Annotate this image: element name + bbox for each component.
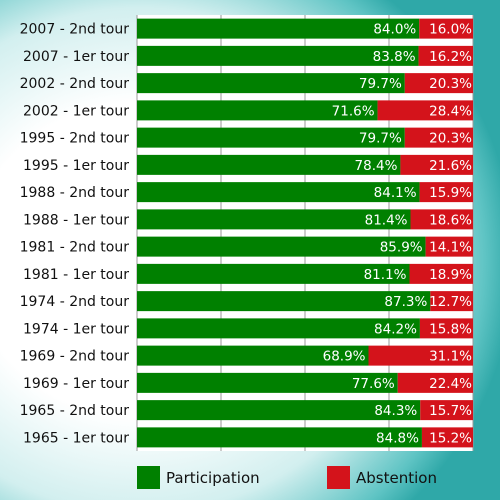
bar-participation	[137, 127, 405, 148]
category-label: 1988 - 2nd tour	[20, 185, 130, 201]
bar-abstention	[397, 372, 473, 393]
data-label-participation: 84.3%	[374, 403, 417, 419]
bar-participation	[137, 263, 410, 284]
bar-abstention	[425, 236, 473, 257]
data-label-participation: 84.8%	[376, 430, 419, 446]
data-label-abstention: 14.1%	[429, 240, 472, 256]
data-label-participation: 84.0%	[373, 22, 416, 38]
data-label-participation: 84.1%	[374, 185, 417, 201]
category-label: 1974 - 1er tour	[23, 321, 129, 337]
data-label-abstention: 22.4%	[429, 376, 472, 392]
bar-participation	[137, 400, 421, 421]
data-label-participation: 79.7%	[359, 131, 402, 147]
category-label: 1995 - 1er tour	[23, 158, 129, 174]
data-label-participation: 79.7%	[359, 76, 402, 92]
data-label-abstention: 15.7%	[429, 403, 472, 419]
category-label: 1988 - 1er tour	[23, 212, 129, 228]
data-label-participation: 81.4%	[365, 212, 408, 228]
bar-abstention	[409, 263, 473, 284]
legend-swatch-abstention	[327, 466, 350, 489]
data-label-participation: 81.1%	[364, 267, 407, 283]
bar-participation	[137, 154, 401, 175]
category-label: 2007 - 1er tour	[23, 49, 129, 65]
bar-abstention	[421, 427, 473, 448]
category-label: 2002 - 1er tour	[23, 103, 129, 119]
data-label-abstention: 18.9%	[429, 267, 472, 283]
bar-abstention	[419, 182, 473, 203]
bar-participation	[137, 73, 405, 94]
legend-label-participation: Participation	[166, 468, 260, 487]
data-label-abstention: 21.6%	[429, 158, 472, 174]
data-label-abstention: 15.8%	[429, 321, 472, 337]
data-label-abstention: 31.1%	[429, 349, 472, 365]
data-label-abstention: 15.2%	[429, 430, 472, 446]
bar-participation	[137, 236, 426, 257]
bar-participation	[137, 100, 378, 121]
legend-item-participation: Participation	[137, 466, 260, 489]
data-label-participation: 87.3%	[384, 294, 427, 310]
bar-abstention	[404, 73, 473, 94]
bar-participation	[137, 345, 369, 366]
data-label-abstention: 16.0%	[429, 22, 472, 38]
bar-abstention	[400, 154, 473, 175]
category-label: 1965 - 1er tour	[23, 430, 129, 446]
data-label-abstention: 20.3%	[429, 131, 472, 147]
bar-abstention	[368, 345, 473, 366]
category-label: 1969 - 2nd tour	[20, 349, 130, 365]
bar-abstention	[418, 45, 473, 66]
bar-participation	[137, 209, 411, 230]
category-label: 2007 - 2nd tour	[20, 22, 130, 38]
category-label: 1969 - 1er tour	[23, 376, 129, 392]
bar-participation	[137, 372, 398, 393]
data-label-abstention: 12.7%	[429, 294, 472, 310]
category-label: 1974 - 2nd tour	[20, 294, 130, 310]
data-label-participation: 78.4%	[355, 158, 398, 174]
data-label-abstention: 28.4%	[429, 103, 472, 119]
legend-label-abstention: Abstention	[356, 468, 437, 487]
data-label-abstention: 16.2%	[429, 49, 472, 65]
data-label-participation: 83.8%	[373, 49, 416, 65]
category-label: 1965 - 2nd tour	[20, 403, 130, 419]
bar-participation	[137, 182, 420, 203]
bar-participation	[137, 291, 431, 312]
bar-abstention	[419, 18, 473, 39]
bar-abstention	[430, 291, 473, 312]
data-label-participation: 77.6%	[352, 376, 395, 392]
chart-legend: Participation Abstention	[0, 466, 500, 494]
category-label: 2002 - 2nd tour	[20, 76, 130, 92]
legend-swatch-participation	[137, 466, 160, 489]
data-label-abstention: 15.9%	[429, 185, 472, 201]
category-label: 1981 - 2nd tour	[20, 240, 130, 256]
bar-abstention	[404, 127, 473, 148]
category-label: 1995 - 2nd tour	[20, 131, 130, 147]
bar-participation	[137, 318, 420, 339]
data-label-abstention: 18.6%	[429, 212, 472, 228]
bar-participation	[137, 427, 422, 448]
data-label-participation: 68.9%	[323, 349, 366, 365]
data-label-participation: 84.2%	[374, 321, 417, 337]
stacked-bar-chart: 2007 - 2nd tour 84.0% 16.0% 2007 - 1er tour…	[20, 15, 474, 451]
data-label-abstention: 20.3%	[429, 76, 472, 92]
bar-abstention	[377, 100, 473, 121]
legend-item-abstention: Abstention	[327, 466, 437, 489]
category-label: 1981 - 1er tour	[23, 267, 129, 283]
bar-participation	[137, 45, 419, 66]
bar-participation	[137, 18, 420, 39]
bar-abstention	[420, 400, 473, 421]
data-label-participation: 85.9%	[380, 240, 423, 256]
bar-abstention	[410, 209, 473, 230]
bar-abstention	[419, 318, 473, 339]
data-label-participation: 71.6%	[332, 103, 375, 119]
